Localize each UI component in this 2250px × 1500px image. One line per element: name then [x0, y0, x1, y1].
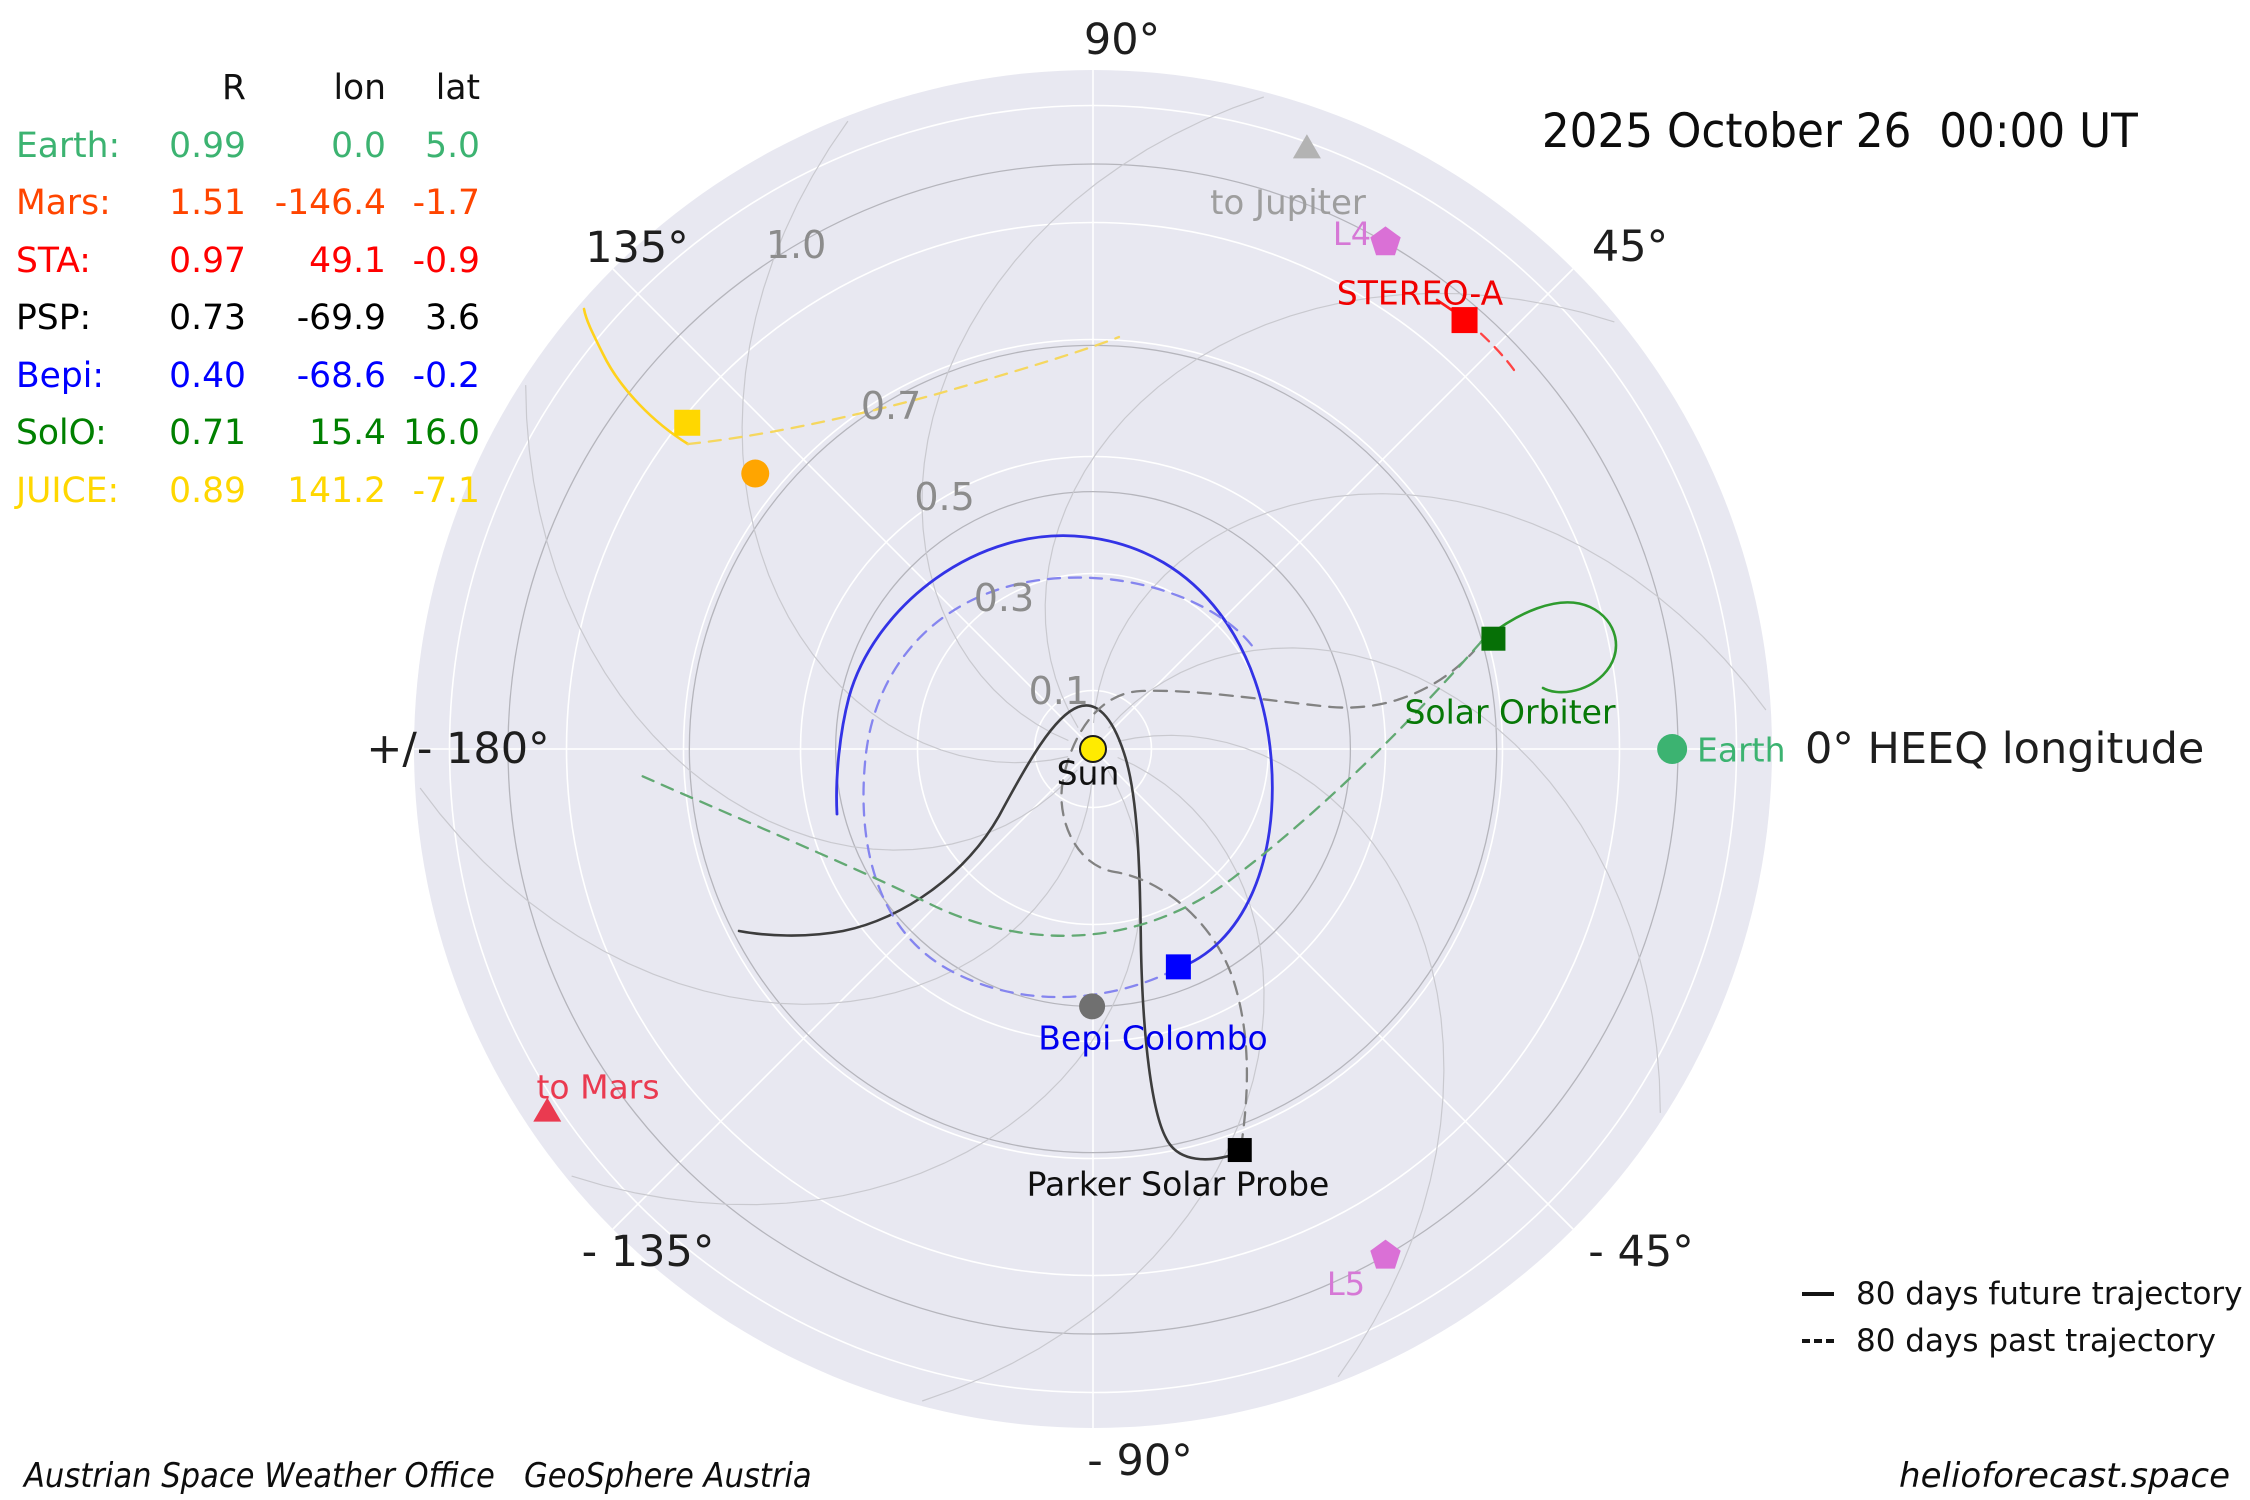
- legend-future-row: 80 days future trajectory: [1802, 1270, 2243, 1317]
- angle-label: 135°: [585, 223, 689, 273]
- table-row-bepi: Bepi: 0.40 -68.6 -0.2: [16, 355, 480, 396]
- r-tick-0.3: 0.3: [974, 576, 1034, 620]
- col-header-lat: lat: [435, 68, 480, 108]
- legend-future-label: 80 days future trajectory: [1856, 1275, 2243, 1312]
- position-table-header: R lon lat: [16, 60, 480, 118]
- marker-l5: [1370, 1239, 1401, 1269]
- angle-label: - 135°: [582, 1227, 715, 1277]
- dashed-line-sample: [1802, 1338, 1834, 1343]
- table-row-psp: PSP: 0.73 -69.9 3.6: [16, 298, 480, 339]
- angle-label: 45°: [1592, 222, 1668, 272]
- label-stereo-a: STEREO-A: [1337, 274, 1504, 313]
- label-l4: L4: [1333, 215, 1371, 253]
- planet-orbit-circle: [688, 344, 1498, 1154]
- parker-spiral: [1108, 647, 1661, 1113]
- marker-to-mars: [533, 1097, 562, 1122]
- col-header-lon: lon: [333, 68, 386, 108]
- label-to-jupiter: to Jupiter: [1210, 183, 1366, 223]
- label-to-mars: to Mars: [536, 1068, 659, 1107]
- angle-label: 90°: [1084, 15, 1160, 65]
- trajectory-bepi-past: [862, 576, 1255, 999]
- angle-label: - 90°: [1087, 1436, 1192, 1486]
- marker-to-jupiter: [1292, 134, 1321, 159]
- label-earth: Earth: [1697, 731, 1786, 770]
- trajectory-solo-future: [1479, 601, 1618, 694]
- r-tick-0.1: 0.1: [1029, 669, 1089, 713]
- label-sun: Sun: [1057, 754, 1120, 793]
- body-markers: L4 L5 to Jupiter to Mars STEREO-A Solar Orbit…: [533, 134, 1786, 1303]
- label-bepi-colombo: Bepi Colombo: [1038, 1019, 1267, 1058]
- grid-circle: [1033, 689, 1153, 809]
- label-solar-orbiter: Solar Orbiter: [1404, 693, 1615, 732]
- col-header-R: R: [222, 68, 246, 108]
- trajectory-solo-past: [640, 640, 1483, 937]
- solid-line-sample: [1802, 1291, 1834, 1296]
- table-row-mars: Mars: 1.51 -146.4 -1.7: [16, 183, 480, 224]
- table-row-juice: JUICE: 0.89 141.2 -7.1: [16, 470, 480, 511]
- marker-solar-orbiter: [1481, 626, 1506, 651]
- grid-circle: [682, 338, 1504, 1160]
- trajectory-psp-past: [1060, 649, 1476, 1149]
- angle-label: +/- 180°: [366, 724, 549, 774]
- credit-right: helioforecast.space: [1899, 1456, 2230, 1496]
- parker-spiral: [1044, 292, 1615, 728]
- grid-circle: [799, 455, 1387, 1043]
- label-l5: L5: [1327, 1265, 1365, 1303]
- grid-circle: [565, 221, 1621, 1277]
- label-psp: Parker Solar Probe: [1027, 1165, 1330, 1204]
- marker-earth: [1657, 734, 1688, 764]
- marker-bepi-colombo: [1165, 954, 1191, 980]
- marker-venus: [741, 459, 770, 488]
- legend-past-row: 80 days past trajectory: [1802, 1317, 2243, 1364]
- r-tick-0.7: 0.7: [861, 384, 921, 428]
- grid-circle: [916, 572, 1270, 926]
- table-row-sta: STA: 0.97 49.1 -0.9: [16, 240, 480, 281]
- parker-spiral: [741, 120, 1069, 764]
- marker-l4: [1370, 226, 1401, 256]
- marker-sun: [1079, 735, 1107, 763]
- parker-spiral: [1092, 493, 1767, 724]
- r-tick-1.0: 1.0: [766, 223, 826, 267]
- position-table: R lon lat Earth: 0.99 0.0 5.0 Mars: 1.51…: [16, 60, 480, 520]
- grid-circle: [448, 104, 1738, 1394]
- table-row-solo: SolO: 0.71 15.4 16.0: [16, 413, 480, 454]
- parker-spiral: [1117, 734, 1445, 1378]
- trajectory-legend: 80 days future trajectory 80 days past t…: [1802, 1270, 2243, 1364]
- parker-spiral: [921, 756, 1265, 1402]
- marker-psp: [1227, 1138, 1252, 1163]
- table-row-earth: Earth: 0.99 0.0 5.0: [16, 125, 480, 166]
- trajectory-psp-future: [737, 704, 1241, 1161]
- marker-mercury: [1079, 993, 1106, 1020]
- parker-spiral: [921, 96, 1265, 742]
- trajectory-juice-future: [582, 307, 690, 446]
- marker-juice: [674, 409, 701, 436]
- angle-label: - 45°: [1588, 1227, 1693, 1277]
- angle-label: 0° HEEQ longitude: [1805, 724, 2204, 774]
- marker-stereo-a: [1451, 307, 1478, 334]
- trajectory-juice-past: [686, 335, 1121, 446]
- plot-date-title: 2025 October 26 00:00 UT: [1542, 104, 2138, 159]
- r-tick-0.5: 0.5: [914, 475, 974, 519]
- legend-past-label: 80 days past trajectory: [1856, 1322, 2216, 1359]
- parker-spiral: [419, 774, 1094, 1005]
- credit-left: Austrian Space Weather Office GeoSphere …: [24, 1456, 812, 1496]
